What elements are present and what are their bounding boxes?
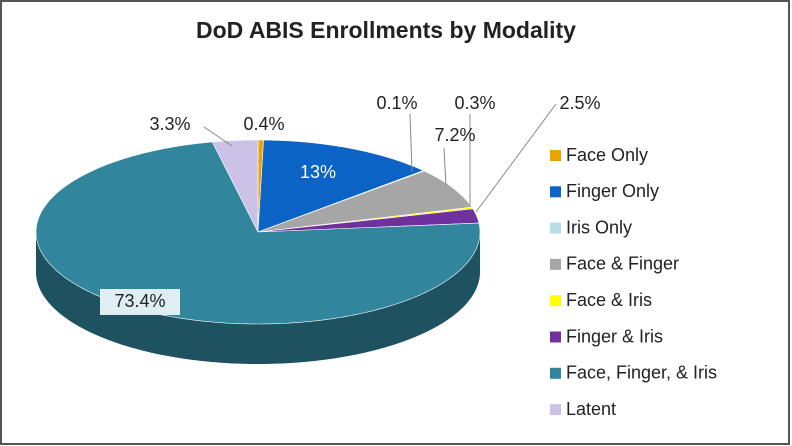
- pie-slice: [211, 139, 259, 233]
- data-label: 0.3%: [454, 93, 495, 113]
- pie-slice: [257, 170, 473, 233]
- leader-line: [409, 113, 413, 173]
- legend-label: Iris Only: [566, 217, 632, 237]
- label-box: [100, 289, 180, 315]
- chart-title: DoD ABIS Enrollments by Modality: [196, 17, 576, 43]
- legend-swatch: [550, 331, 561, 343]
- legend-swatch: [550, 367, 561, 379]
- leader-line: [475, 103, 557, 213]
- legend-swatch: [550, 295, 561, 307]
- legend-label: Face & Iris: [566, 290, 652, 310]
- legend-label: Finger Only: [566, 181, 659, 201]
- data-label: 7.2%: [434, 125, 475, 145]
- legend-swatch: [550, 186, 561, 198]
- leader-line: [203, 126, 233, 147]
- data-label: 0.1%: [376, 93, 417, 113]
- legend-label: Finger & Iris: [566, 326, 663, 346]
- pie-side: [36, 232, 480, 364]
- legend-swatch: [550, 222, 561, 234]
- legend-label: Face Only: [566, 145, 648, 165]
- legend-swatch: [550, 258, 561, 270]
- data-label: 13%: [300, 162, 336, 182]
- legend-label: Latent: [566, 399, 616, 419]
- legend-swatch: [550, 404, 561, 416]
- data-label: 73.4%: [114, 291, 165, 311]
- data-label: 3.3%: [149, 114, 190, 134]
- legend-swatch: [550, 150, 561, 161]
- leader-line: [443, 147, 447, 187]
- pie-slice: [257, 208, 480, 233]
- data-label: 2.5%: [559, 93, 600, 113]
- pie-slice: [257, 139, 425, 233]
- legend-label: Face, Finger, & Iris: [566, 363, 717, 383]
- legend-label: Face & Finger: [566, 254, 679, 274]
- data-label: 0.4%: [243, 114, 284, 134]
